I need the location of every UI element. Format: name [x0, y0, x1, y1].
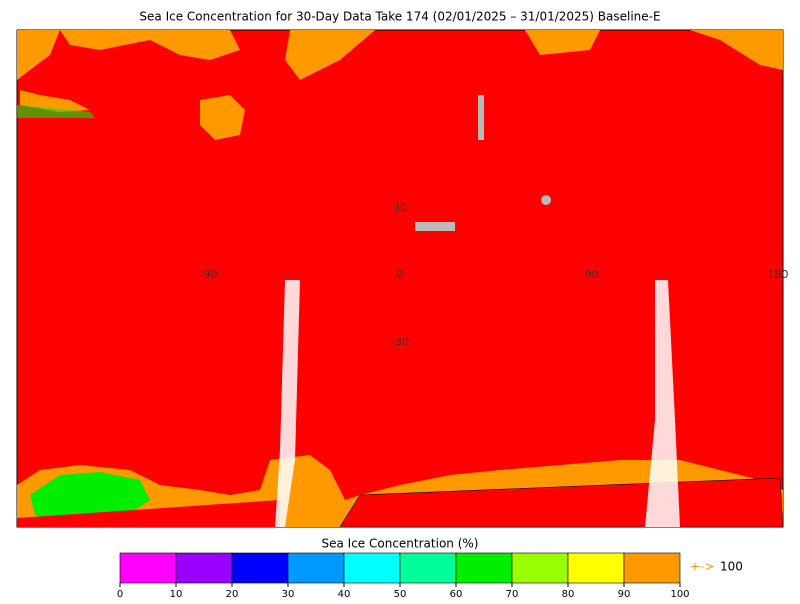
colorbar-segment	[623, 552, 681, 584]
colorbar-tick-label: 0	[117, 589, 123, 600]
data-gap	[645, 280, 680, 527]
data-gap	[541, 195, 551, 205]
colorbar-tick-label: 100	[670, 589, 689, 600]
ice-region	[690, 30, 783, 70]
colorbar-tick-label: 40	[338, 589, 351, 600]
ice-region	[20, 90, 90, 112]
colorbar-segment	[175, 552, 233, 584]
ice-region	[17, 30, 60, 80]
graticule-labels: -90 0 90 180 30 -30	[200, 201, 789, 348]
antarctica	[17, 500, 280, 527]
ice-region	[525, 30, 600, 55]
colorbar-tick-label: 70	[506, 589, 519, 600]
colorbar-segment	[287, 552, 345, 584]
longitude-label: -90	[200, 268, 218, 281]
colorbar: Sea Ice Concentration (%) +-> 100 0 10 20 3…	[117, 537, 743, 601]
ice-region	[30, 472, 150, 522]
map-title: Sea Ice Concentration for 30-Day Data Ta…	[139, 10, 660, 24]
longitude-label: 0	[397, 268, 404, 281]
ice-region	[200, 95, 245, 140]
longitude-label: 180	[768, 268, 789, 281]
colorbar-title: Sea Ice Concentration (%)	[322, 537, 479, 551]
colorbar-segment	[455, 552, 513, 584]
colorbar-segment	[119, 552, 177, 584]
colorbar-segment	[567, 552, 625, 584]
data-gap	[275, 280, 300, 527]
colorbar-tick-label: 50	[394, 589, 407, 600]
ice-edge	[17, 105, 95, 118]
colorbar-segment	[231, 552, 289, 584]
colorbar-tick-label: 20	[226, 589, 239, 600]
colorbar-segment	[399, 552, 457, 584]
colorbar-tick-label: 60	[450, 589, 463, 600]
data-gap	[478, 95, 484, 140]
map-panel	[16, 29, 784, 528]
latitude-label: -30	[391, 335, 409, 348]
colorbar-overflow-value: 100	[720, 560, 743, 574]
ice-region	[60, 30, 240, 60]
latitude-label: 30	[393, 201, 407, 214]
colorbar-overflow-arrow: +->	[690, 560, 714, 574]
colorbar-tick-label: 10	[170, 589, 183, 600]
colorbar-tick-label: 30	[282, 589, 295, 600]
colorbar-tick-label: 80	[562, 589, 575, 600]
colorbar-tick-label: 90	[618, 589, 631, 600]
colorbar-segment	[343, 552, 401, 584]
data-gap	[415, 222, 455, 231]
ice-region	[285, 30, 375, 80]
longitude-label: 90	[585, 268, 599, 281]
colorbar-segment	[511, 552, 569, 584]
